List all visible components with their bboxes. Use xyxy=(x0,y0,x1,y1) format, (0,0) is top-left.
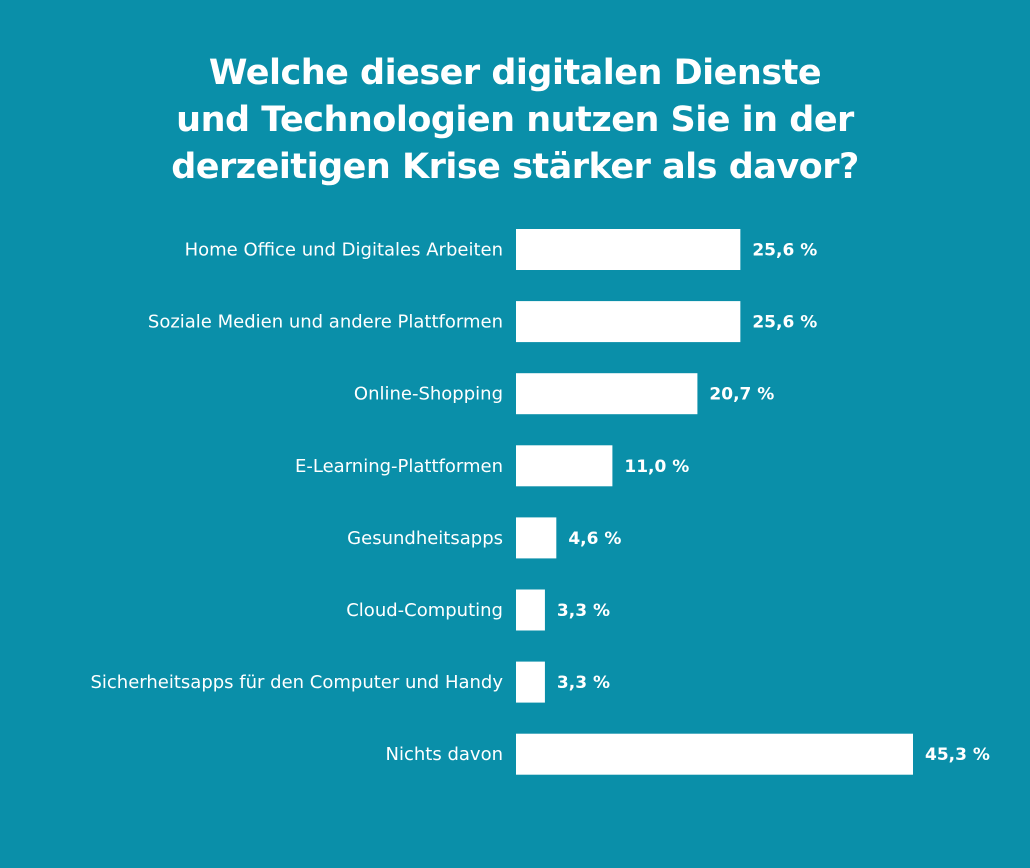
value-label: 4,6 % xyxy=(568,529,621,549)
bar-row: Home Office und Digitales Arbeiten 25,6 % xyxy=(185,229,817,270)
value-label: 3,3 % xyxy=(557,673,610,693)
value-label: 3,3 % xyxy=(557,601,610,621)
bar-row: E-Learning-Plattformen 11,0 % xyxy=(295,445,689,487)
chart-title-line: Welche dieser digitalen Dienste xyxy=(208,53,822,93)
category-label: Nichts davon xyxy=(386,744,503,765)
value-label: 25,6 % xyxy=(752,313,817,333)
category-label: Soziale Medien und andere Plattformen xyxy=(148,312,503,333)
bar xyxy=(516,301,741,343)
bar-row: Soziale Medien und andere Plattformen 25,… xyxy=(148,301,817,343)
bar-row: Nichts davon 45,3 % xyxy=(386,733,990,775)
bar xyxy=(516,733,913,775)
bar xyxy=(516,229,741,270)
value-label: 11,0 % xyxy=(624,457,689,477)
category-label: Online-Shopping xyxy=(354,384,503,405)
category-label: Cloud-Computing xyxy=(346,600,503,621)
value-label: 20,7 % xyxy=(709,385,774,405)
value-label: 25,6 % xyxy=(752,241,817,261)
chart-title-line: und Technologien nutzen Sie in der xyxy=(176,100,854,140)
bar-row: Gesundheitsapps 4,6 % xyxy=(347,517,621,559)
bar xyxy=(516,661,545,703)
category-label: Sicherheitsapps für den Computer und Han… xyxy=(90,672,503,693)
bar-row: Online-Shopping 20,7 % xyxy=(354,373,774,415)
bar xyxy=(516,373,698,415)
category-label: E-Learning-Plattformen xyxy=(295,456,503,477)
bar-row: Cloud-Computing 3,3 % xyxy=(346,589,610,631)
bar xyxy=(516,445,613,487)
chart-title: Welche dieser digitalen Dienste und Tech… xyxy=(0,50,1030,191)
category-label: Gesundheitsapps xyxy=(347,528,503,549)
chart-title-line: derzeitigen Krise stärker als davor? xyxy=(171,147,859,187)
bar xyxy=(516,589,545,631)
bar xyxy=(516,517,557,559)
category-label: Home Office und Digitales Arbeiten xyxy=(185,240,503,261)
bar-row: Sicherheitsapps für den Computer und Han… xyxy=(90,661,610,703)
value-label: 45,3 % xyxy=(925,745,990,765)
